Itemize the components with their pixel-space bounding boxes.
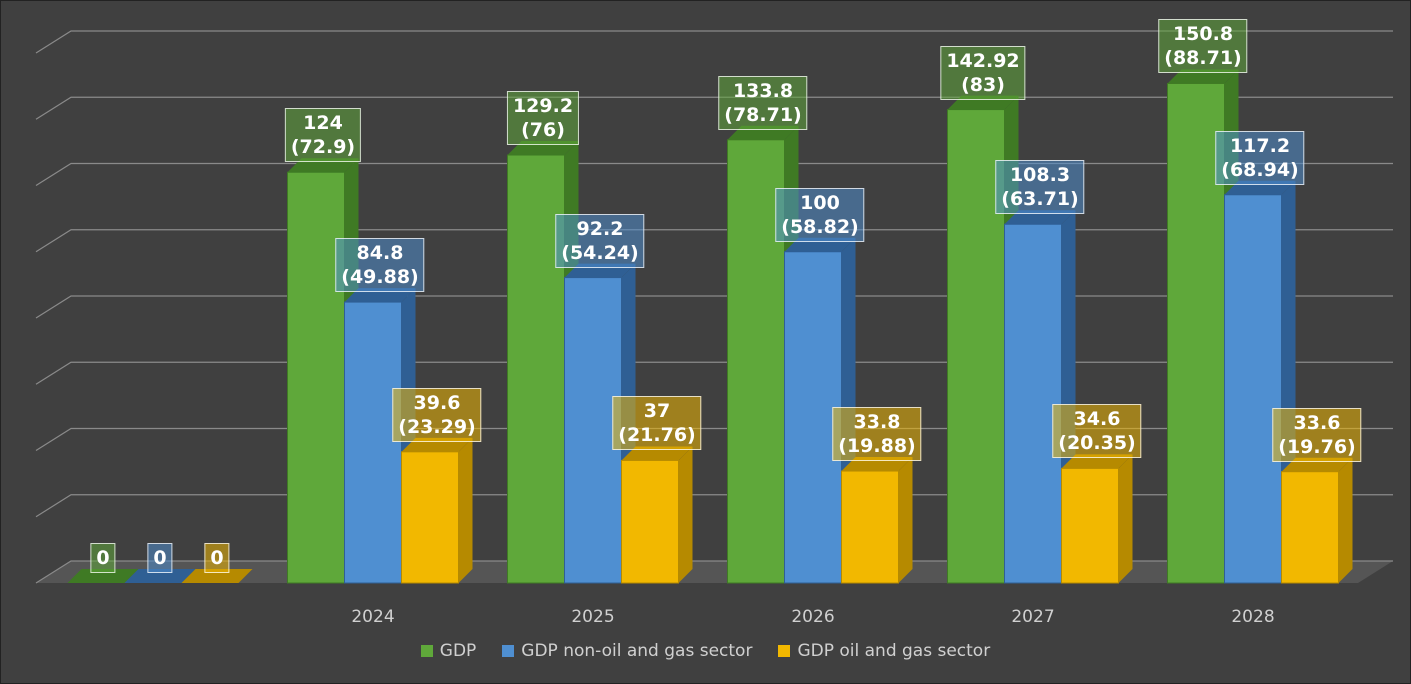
data-label: 0 xyxy=(204,543,230,573)
bar-top xyxy=(124,569,196,583)
bar-side xyxy=(898,457,913,583)
bar xyxy=(401,437,473,584)
data-label: 133.8 (78.71) xyxy=(718,75,808,130)
legend-item: GDP xyxy=(420,641,477,661)
bar-front xyxy=(947,109,1005,584)
bar-front xyxy=(784,251,842,584)
bar-front xyxy=(1004,223,1062,584)
legend-label: GDP oil and gas sector xyxy=(797,641,991,661)
bar xyxy=(181,569,253,583)
legend-swatch xyxy=(778,645,791,657)
data-label: 37 (21.76) xyxy=(612,396,702,451)
bar-front xyxy=(727,139,785,584)
data-label: 100 (58.82) xyxy=(775,187,865,242)
bar xyxy=(67,569,139,583)
bar-side xyxy=(1118,454,1133,583)
data-label: 39.6 (23.29) xyxy=(392,387,482,442)
bar xyxy=(841,457,913,584)
legend-item: GDP oil and gas sector xyxy=(778,641,990,661)
data-label: 142.92 (83) xyxy=(940,45,1026,100)
bar-front xyxy=(401,451,459,584)
x-tick-label: 2027 xyxy=(1011,607,1055,627)
x-tick-label: 2026 xyxy=(791,607,835,627)
data-label: 129.2 (76) xyxy=(506,91,580,146)
bar-front xyxy=(1224,194,1282,584)
bar-top xyxy=(181,569,253,583)
data-label: 33.6 (19.76) xyxy=(1272,407,1362,462)
legend-swatch xyxy=(502,645,515,657)
bar xyxy=(621,446,693,584)
legend-label: GDP xyxy=(439,641,477,661)
legend-swatch xyxy=(420,645,433,657)
bar-front xyxy=(1281,471,1339,584)
bar-side xyxy=(1338,457,1353,583)
data-label: 117.2 (68.94) xyxy=(1215,130,1305,185)
data-label: 92.2 (54.24) xyxy=(555,213,645,268)
legend-label: GDP non-oil and gas sector xyxy=(521,641,753,661)
bar-front xyxy=(841,470,899,584)
data-label: 124 (72.9) xyxy=(284,108,362,163)
bar xyxy=(564,263,636,584)
grid-line xyxy=(35,30,1393,54)
bar xyxy=(1224,180,1296,584)
bar-front xyxy=(1061,467,1119,584)
data-label: 0 xyxy=(147,543,173,573)
bar xyxy=(1281,457,1353,584)
data-label: 34.6 (20.35) xyxy=(1052,404,1142,459)
data-label: 33.8 (19.88) xyxy=(832,407,922,462)
data-label: 150.8 (88.71) xyxy=(1158,19,1248,74)
bar-front xyxy=(344,301,402,584)
bar-front xyxy=(507,154,565,584)
bar-front xyxy=(621,459,679,584)
legend: GDP GDP non-oil and gas sector GDP oil and… xyxy=(1,641,1410,661)
data-label: 84.8 (49.88) xyxy=(335,238,425,293)
x-tick-label: 2025 xyxy=(571,607,615,627)
bar-front xyxy=(1167,82,1225,584)
bar-front xyxy=(287,171,345,584)
x-tick-label: 2024 xyxy=(351,607,395,627)
legend-item: GDP non-oil and gas sector xyxy=(502,641,752,661)
bar-front xyxy=(564,277,622,584)
bar-side xyxy=(458,437,473,583)
data-label: 0 xyxy=(90,543,116,573)
bar-side xyxy=(678,446,693,583)
data-label: 108.3 (63.71) xyxy=(995,160,1085,215)
bar xyxy=(1061,454,1133,584)
bar xyxy=(124,569,196,583)
bar-top xyxy=(67,569,139,583)
x-tick-label: 2028 xyxy=(1231,607,1275,627)
